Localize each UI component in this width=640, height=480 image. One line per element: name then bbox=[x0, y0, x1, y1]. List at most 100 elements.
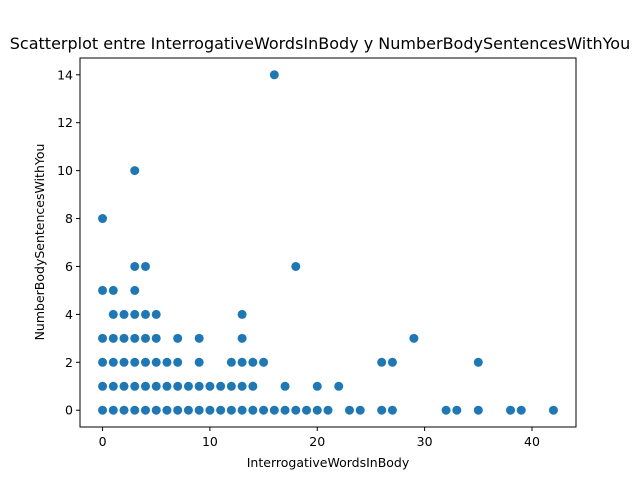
y-tick-label: 12 bbox=[57, 115, 73, 130]
data-point bbox=[119, 309, 129, 319]
data-point bbox=[259, 405, 269, 415]
data-point bbox=[119, 357, 129, 367]
data-point bbox=[248, 357, 258, 367]
data-point bbox=[108, 333, 118, 343]
data-point bbox=[387, 357, 397, 367]
data-point bbox=[140, 405, 150, 415]
data-point bbox=[473, 405, 483, 415]
data-point bbox=[205, 405, 215, 415]
data-point bbox=[173, 381, 183, 391]
data-point bbox=[140, 333, 150, 343]
data-point bbox=[130, 357, 140, 367]
data-point bbox=[237, 405, 247, 415]
data-point bbox=[162, 405, 172, 415]
y-tick-label: 6 bbox=[65, 259, 73, 274]
data-point bbox=[194, 333, 204, 343]
data-point bbox=[130, 333, 140, 343]
data-point bbox=[237, 357, 247, 367]
y-tick-label: 10 bbox=[57, 163, 73, 178]
data-point bbox=[312, 381, 322, 391]
data-point bbox=[302, 405, 312, 415]
y-tick-label: 4 bbox=[65, 307, 73, 322]
data-point bbox=[194, 381, 204, 391]
data-point bbox=[183, 381, 193, 391]
data-point bbox=[108, 285, 118, 295]
data-point bbox=[140, 309, 150, 319]
data-point bbox=[409, 333, 419, 343]
data-point bbox=[98, 333, 108, 343]
data-point bbox=[355, 405, 365, 415]
data-point bbox=[119, 405, 129, 415]
data-point bbox=[162, 381, 172, 391]
data-point bbox=[248, 405, 258, 415]
data-point bbox=[377, 405, 387, 415]
data-point bbox=[108, 357, 118, 367]
axes-layer: 0 10 20 30 40 0 2 4 6 8 10 12 14 bbox=[57, 57, 577, 449]
data-point bbox=[162, 357, 172, 367]
data-point bbox=[151, 333, 161, 343]
data-point bbox=[312, 405, 322, 415]
data-point bbox=[119, 333, 129, 343]
y-tick-label: 14 bbox=[57, 67, 73, 82]
data-point bbox=[334, 381, 344, 391]
data-point bbox=[151, 309, 161, 319]
data-point bbox=[237, 381, 247, 391]
data-point bbox=[237, 333, 247, 343]
data-point bbox=[151, 357, 161, 367]
data-point bbox=[194, 405, 204, 415]
data-point bbox=[119, 381, 129, 391]
data-point bbox=[98, 285, 108, 295]
data-point bbox=[216, 381, 226, 391]
data-point bbox=[226, 381, 236, 391]
data-point bbox=[226, 405, 236, 415]
data-point bbox=[387, 405, 397, 415]
data-point bbox=[173, 405, 183, 415]
data-point bbox=[173, 357, 183, 367]
data-point bbox=[194, 357, 204, 367]
data-point bbox=[183, 405, 193, 415]
data-point bbox=[344, 405, 354, 415]
data-point bbox=[291, 405, 301, 415]
data-point bbox=[259, 357, 269, 367]
data-point bbox=[205, 381, 215, 391]
data-point bbox=[452, 405, 462, 415]
x-tick-label: 20 bbox=[309, 434, 325, 449]
data-point bbox=[130, 381, 140, 391]
data-point bbox=[140, 381, 150, 391]
data-point bbox=[548, 405, 558, 415]
data-point bbox=[151, 381, 161, 391]
data-point bbox=[173, 333, 183, 343]
data-point bbox=[377, 357, 387, 367]
data-point bbox=[130, 166, 140, 176]
data-point bbox=[130, 405, 140, 415]
data-point bbox=[323, 405, 333, 415]
data-point bbox=[151, 405, 161, 415]
data-point bbox=[269, 70, 279, 80]
data-point bbox=[248, 381, 258, 391]
data-point bbox=[216, 405, 226, 415]
data-point bbox=[108, 381, 118, 391]
chart-title: Scatterplot entre InterrogativeWordsInBo… bbox=[10, 34, 630, 53]
data-point bbox=[280, 381, 290, 391]
data-point bbox=[98, 357, 108, 367]
y-tick-label: 8 bbox=[65, 211, 73, 226]
data-point bbox=[291, 261, 301, 271]
y-axis-label: NumberBodySentencesWithYou bbox=[32, 144, 47, 341]
data-point bbox=[473, 357, 483, 367]
points-layer bbox=[98, 70, 558, 415]
x-tick-label: 0 bbox=[99, 434, 107, 449]
data-point bbox=[280, 405, 290, 415]
data-point bbox=[98, 214, 108, 224]
y-tick-label: 2 bbox=[65, 355, 73, 370]
data-point bbox=[98, 381, 108, 391]
x-tick-label: 30 bbox=[417, 434, 433, 449]
data-point bbox=[130, 309, 140, 319]
data-point bbox=[516, 405, 526, 415]
y-tick-label: 0 bbox=[65, 403, 73, 418]
data-point bbox=[130, 285, 140, 295]
data-point bbox=[441, 405, 451, 415]
x-tick-label: 40 bbox=[524, 434, 540, 449]
data-point bbox=[269, 405, 279, 415]
data-point bbox=[130, 261, 140, 271]
data-point bbox=[237, 309, 247, 319]
